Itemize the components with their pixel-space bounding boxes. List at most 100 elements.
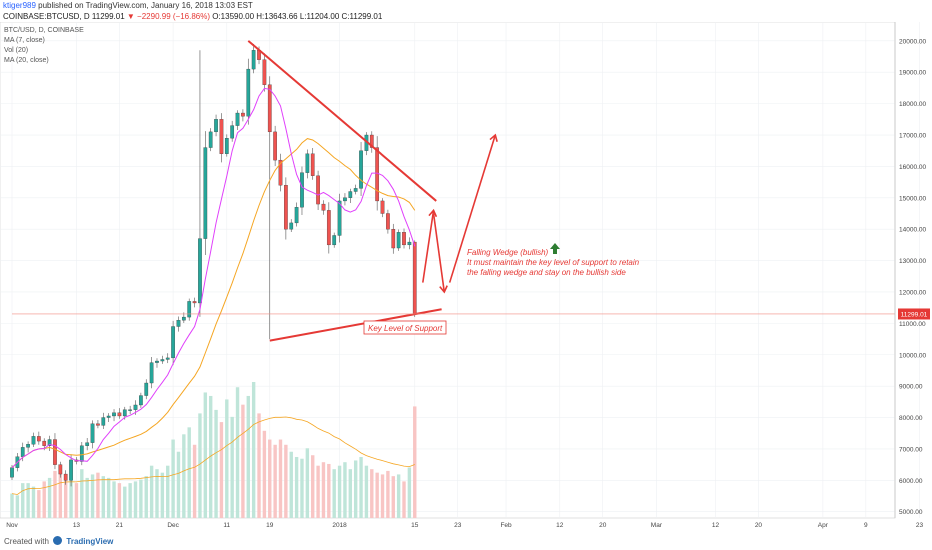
candle-body: [348, 191, 353, 198]
candle-body: [122, 409, 127, 417]
price-tick-label: 18000.00: [899, 101, 926, 108]
candle-body: [407, 241, 412, 246]
volume-bar: [219, 422, 224, 518]
volume-bar: [47, 477, 52, 518]
volume-bar: [171, 439, 175, 518]
volume-bar: [64, 474, 68, 518]
volume-bar: [402, 481, 406, 518]
volume-bar: [149, 465, 154, 518]
volume-bar: [413, 406, 417, 518]
price-tick-label: 8000.00: [899, 415, 923, 422]
price-tick-label: 11000.00: [899, 321, 926, 328]
volume-bar: [343, 462, 347, 518]
candle-body: [176, 320, 181, 327]
candle-body: [101, 417, 106, 426]
candle-body: [353, 188, 358, 192]
volume-bar: [348, 469, 353, 518]
candle-body: [90, 423, 95, 443]
arrow-down: [432, 213, 446, 293]
arrow-up-1-head: [428, 208, 438, 218]
price-tick-label: 15000.00: [899, 195, 926, 202]
candle-body: [224, 138, 229, 154]
volume-bar: [246, 395, 250, 518]
volume-bar: [21, 483, 25, 518]
up-arrow-icon: [550, 243, 560, 254]
candle-body: [79, 445, 84, 462]
candle-body: [139, 395, 143, 406]
time-tick-label: 11: [223, 522, 230, 529]
volume-bar: [187, 427, 191, 518]
price-tick-label: 12000.00: [899, 289, 926, 296]
volume-bar: [160, 472, 165, 518]
legend-symbol: BTC/USD, D, COINBASE: [4, 27, 84, 34]
volume-bar: [133, 481, 138, 518]
legend-ma20: MA (20, close): [4, 57, 49, 64]
time-tick-label: 20: [599, 522, 607, 529]
ma20-line: [11, 138, 416, 469]
author-link[interactable]: ktiger989: [3, 1, 36, 10]
candle-body: [402, 232, 406, 246]
candle-body: [20, 447, 25, 457]
price-tick-label: 16000.00: [899, 164, 926, 171]
volume-bar: [144, 476, 148, 518]
volume-bar: [117, 483, 122, 518]
volume-bar: [262, 430, 267, 518]
candle-body: [412, 241, 417, 315]
volume-bar: [359, 456, 363, 518]
time-tick-label: Apr: [818, 522, 829, 529]
volume-bar: [294, 456, 299, 518]
time-tick-label: Dec: [167, 522, 179, 529]
candle-body: [391, 229, 396, 249]
candle-body: [359, 150, 363, 189]
volume-bar: [101, 476, 105, 518]
wedge-upper-line: [247, 40, 437, 202]
candle-body: [219, 119, 224, 154]
candle-body: [332, 235, 337, 246]
candle-body: [133, 404, 138, 410]
candles: [10, 43, 417, 487]
time-tick-label: 15: [411, 522, 419, 529]
volume-bar: [327, 463, 331, 518]
volume-bar: [364, 465, 369, 518]
volume-bar: [305, 448, 310, 518]
annotation-title: Falling Wedge (bullish): [467, 248, 549, 257]
candle-body: [278, 159, 283, 186]
support-label-box: [363, 320, 447, 335]
candle-body: [165, 357, 170, 360]
wedge-lower-line: [269, 308, 442, 342]
candle-body: [310, 153, 315, 176]
volume-bar: [268, 439, 272, 518]
volume-bar: [230, 416, 234, 518]
candle-body: [96, 423, 100, 426]
candle-body: [85, 442, 90, 446]
candle-body: [337, 200, 342, 236]
candle-body: [128, 409, 132, 411]
volume-bar: [203, 392, 208, 518]
candle-body: [262, 59, 267, 85]
candle-body: [58, 464, 63, 475]
time-tick-label: 21: [116, 522, 124, 529]
candle-body: [208, 131, 213, 148]
legend-ma7: MA (7, close): [4, 37, 45, 44]
tradingview-logo-icon: [53, 536, 63, 545]
candle-body: [305, 153, 310, 173]
candlestick-chart[interactable]: 5000.00 6000.00 7000.00 8000.00 9000.00 10000…: [0, 22, 932, 534]
price-tick-label: 5000.00: [899, 509, 923, 516]
candle-body: [251, 50, 256, 70]
volume-bar: [15, 495, 20, 518]
arrow-up-2-head: [489, 133, 498, 142]
footer-brand[interactable]: TradingView: [66, 537, 114, 546]
volume-bar: [85, 477, 89, 518]
volume-bar: [235, 387, 240, 518]
candle-body: [53, 439, 57, 465]
candle-body: [10, 467, 14, 478]
candle-body: [26, 444, 30, 448]
volume-bar: [53, 470, 57, 518]
symbol-line: COINBASE:BTCUSD, D 11299.01 ▼ −2290.99 (…: [3, 12, 382, 21]
time-axis: Nov 13 21 Dec 11 19 2018 15 23 Feb 12 20 Mar 12 20 Apr 9…: [6, 522, 923, 529]
price-tick-label: 19000.00: [899, 70, 926, 77]
volume-bar: [192, 444, 197, 518]
candle-body: [187, 301, 192, 318]
price-tick-label: 7000.00: [899, 446, 923, 453]
candle-body: [198, 238, 202, 304]
